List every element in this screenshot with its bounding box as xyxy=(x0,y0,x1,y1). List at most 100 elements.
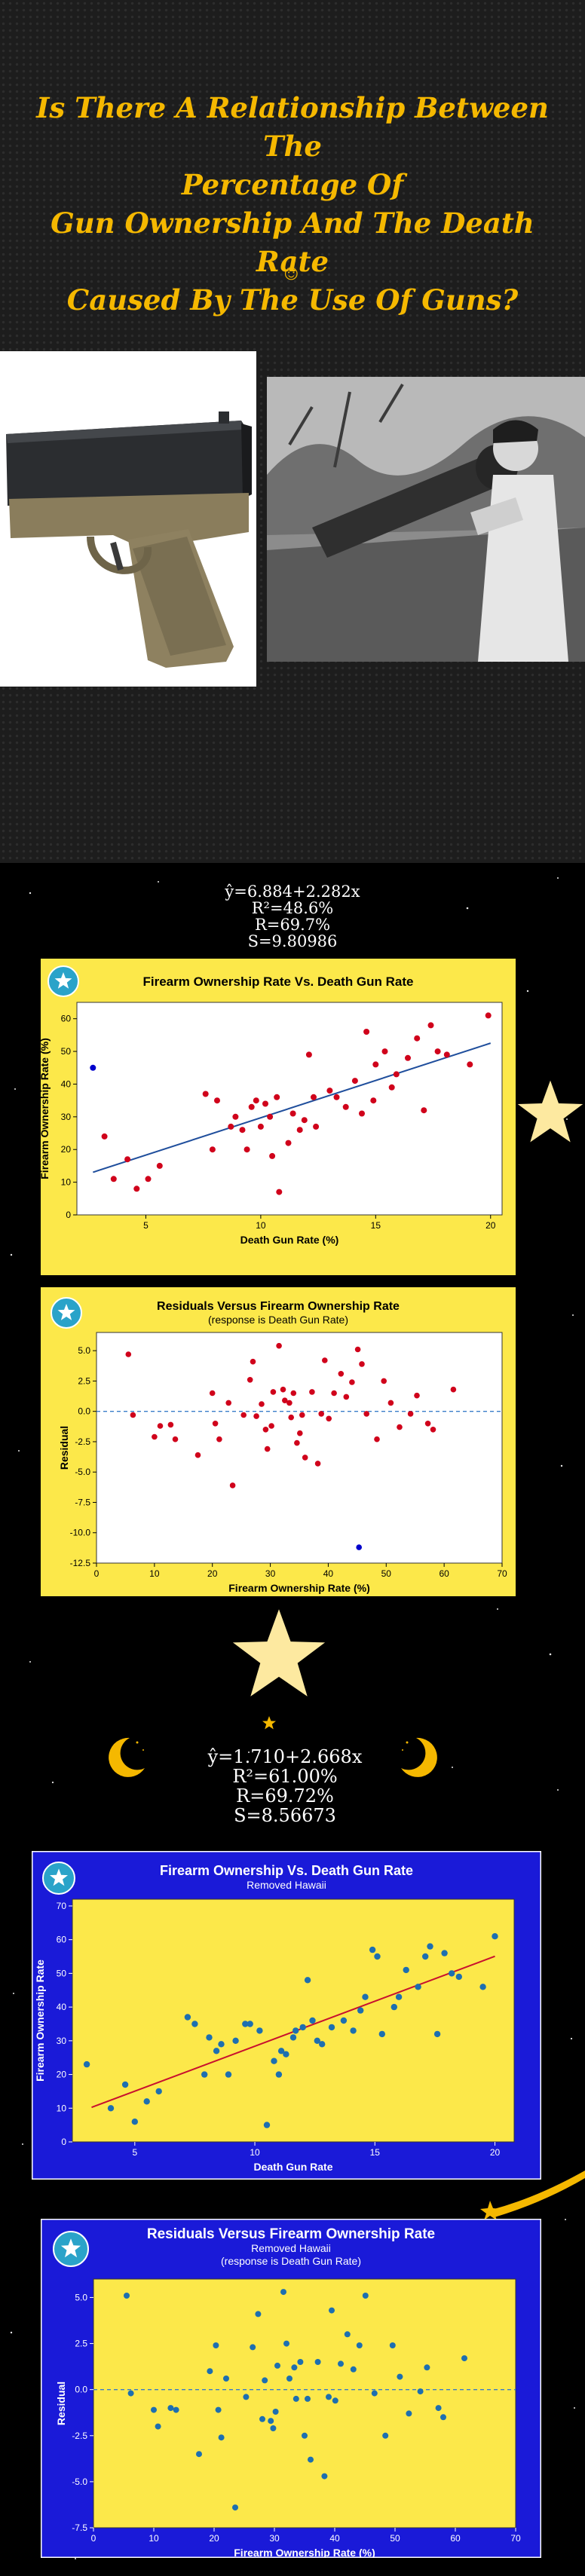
x-tick-label: 20 xyxy=(490,2147,501,2158)
data-point xyxy=(127,2390,134,2397)
data-point xyxy=(374,1953,381,1960)
data-point xyxy=(270,2425,277,2431)
x-tick-label: 30 xyxy=(265,1568,276,1579)
badge-star-icon xyxy=(57,1304,75,1320)
data-point xyxy=(276,1342,282,1349)
chart-3-scatter-removed-hawaii: Firearm Ownership Vs. Death Gun RateRemo… xyxy=(32,1851,541,2180)
data-point xyxy=(277,2048,285,2054)
data-point xyxy=(304,1977,311,1984)
x-tick-label: 20 xyxy=(207,1568,218,1579)
y-tick-label: -5.0 xyxy=(72,2477,87,2487)
data-point xyxy=(155,2423,161,2430)
data-point xyxy=(356,1544,363,1550)
data-point xyxy=(363,1029,370,1035)
y-tick-label: -7.5 xyxy=(75,1497,90,1507)
plot-area xyxy=(72,1898,515,2143)
data-point xyxy=(125,1351,132,1357)
s-value: S=9.80986 xyxy=(247,932,338,950)
data-point xyxy=(305,2395,311,2402)
data-point xyxy=(314,2359,321,2365)
data-point xyxy=(173,2406,179,2413)
x-tick-label: 60 xyxy=(450,2533,461,2544)
data-point xyxy=(107,2105,115,2112)
data-point xyxy=(202,1091,209,1097)
data-point xyxy=(393,1071,400,1078)
data-point xyxy=(455,1973,462,1981)
data-point xyxy=(270,1389,277,1395)
data-point xyxy=(133,1186,140,1192)
y-axis-label: Firearm Ownership Rate (%) xyxy=(41,1038,51,1179)
data-point xyxy=(309,2017,316,2024)
data-point xyxy=(461,2355,467,2362)
x-tick-label: 10 xyxy=(149,1568,160,1579)
y-axis-label: Residual xyxy=(55,2382,67,2425)
data-point xyxy=(427,1022,434,1029)
data-point xyxy=(351,1078,358,1085)
data-point xyxy=(285,1140,292,1146)
data-point xyxy=(213,2342,219,2348)
x-tick-label: 60 xyxy=(439,1568,449,1579)
regression-equation: ŷ=6.884+2.282x xyxy=(225,883,360,901)
data-point xyxy=(282,1397,288,1403)
s-value-2: S=8.56673 xyxy=(234,1805,336,1826)
data-point xyxy=(314,1461,321,1467)
r-value: R=69.7% xyxy=(254,916,331,934)
data-point xyxy=(449,1970,455,1977)
data-point xyxy=(326,1415,332,1422)
data-point xyxy=(256,2027,263,2034)
data-point xyxy=(321,2473,328,2480)
data-point xyxy=(378,2030,385,2038)
data-point xyxy=(405,1054,411,1061)
regression-equation-2: ŷ=1.710+2.668x xyxy=(207,1746,363,1767)
y-tick-label: 30 xyxy=(61,1112,72,1122)
chart-1-scatter: Firearm Ownership Rate Vs. Death Gun Rat… xyxy=(41,959,516,1275)
regression-line xyxy=(93,1042,492,1173)
x-tick-label: 0 xyxy=(94,1568,100,1579)
data-point xyxy=(206,2034,213,2041)
data-point xyxy=(157,1423,164,1429)
data-point xyxy=(257,1123,264,1130)
data-point xyxy=(124,1156,131,1163)
data-point xyxy=(485,1012,492,1019)
data-point xyxy=(326,1088,333,1094)
data-point xyxy=(381,1378,387,1384)
x-tick-label: 10 xyxy=(250,2147,260,2158)
data-point xyxy=(223,2376,229,2382)
data-point xyxy=(143,2098,150,2105)
data-point xyxy=(299,2024,306,2031)
chart-subtitle: Removed Hawaii xyxy=(251,2242,331,2254)
data-point xyxy=(232,2504,238,2511)
data-point xyxy=(371,2390,378,2397)
data-point xyxy=(272,2409,279,2415)
x-tick-label: 10 xyxy=(256,1220,266,1231)
regression-stats-2: ŷ=1.710+2.668x R²=61.00% R=69.72% S=8.56… xyxy=(172,1747,398,1825)
x-tick-label: 40 xyxy=(323,1568,334,1579)
data-point xyxy=(417,2388,424,2395)
x-tick-label: 70 xyxy=(497,1568,507,1579)
r-squared: R²=48.6% xyxy=(251,899,334,917)
chart-panel-1: Firearm Ownership Rate Vs. Death Gun Rat… xyxy=(41,959,516,1275)
y-tick-label: 0 xyxy=(66,1210,71,1220)
data-point xyxy=(328,2024,335,2031)
data-point xyxy=(292,2027,299,2034)
data-point xyxy=(302,2432,308,2439)
data-point xyxy=(326,2394,332,2400)
data-point xyxy=(407,1411,414,1417)
data-point xyxy=(389,2342,396,2348)
y-tick-label: 70 xyxy=(57,1901,67,1911)
chart-panel-2: Residuals Versus Firearm Ownership Rate(… xyxy=(41,1287,516,1596)
data-point xyxy=(259,1401,265,1407)
data-point xyxy=(239,1127,246,1134)
data-point xyxy=(381,1048,388,1055)
data-point xyxy=(369,1946,376,1953)
data-point xyxy=(319,2041,326,2048)
data-point xyxy=(262,2377,268,2384)
y-tick-label: 30 xyxy=(57,2036,67,2046)
y-tick-label: 50 xyxy=(57,1968,67,1978)
data-point xyxy=(250,1358,256,1365)
data-point xyxy=(338,2360,344,2367)
data-point xyxy=(225,1400,231,1406)
crescent-moon-icon xyxy=(109,1737,145,1777)
data-point xyxy=(201,2071,208,2078)
data-point xyxy=(145,1176,152,1182)
